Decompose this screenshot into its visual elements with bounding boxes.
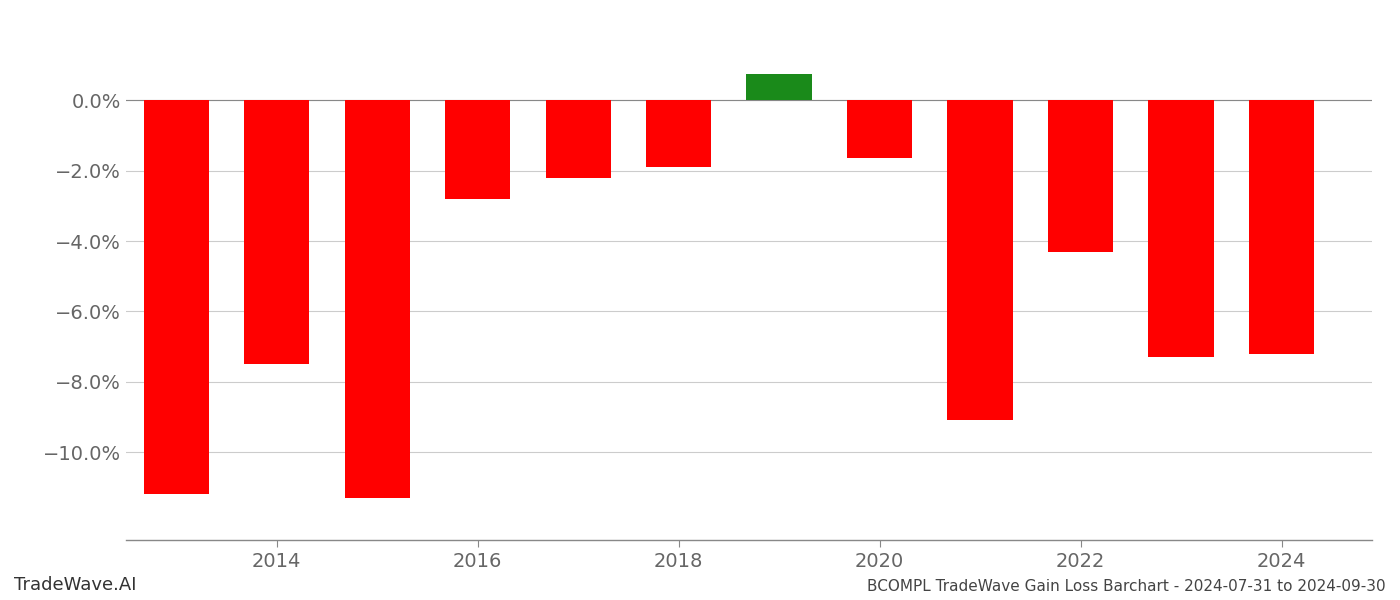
Bar [1249, 100, 1315, 353]
Bar [244, 100, 309, 364]
Bar [746, 74, 812, 100]
Bar [1049, 100, 1113, 251]
Bar [445, 100, 511, 199]
Text: TradeWave.AI: TradeWave.AI [14, 576, 137, 594]
Bar [847, 100, 913, 158]
Bar [344, 100, 410, 498]
Bar [948, 100, 1012, 421]
Bar [144, 100, 209, 494]
Bar [645, 100, 711, 167]
Text: BCOMPL TradeWave Gain Loss Barchart - 2024-07-31 to 2024-09-30: BCOMPL TradeWave Gain Loss Barchart - 20… [868, 579, 1386, 594]
Bar [1148, 100, 1214, 357]
Bar [546, 100, 610, 178]
